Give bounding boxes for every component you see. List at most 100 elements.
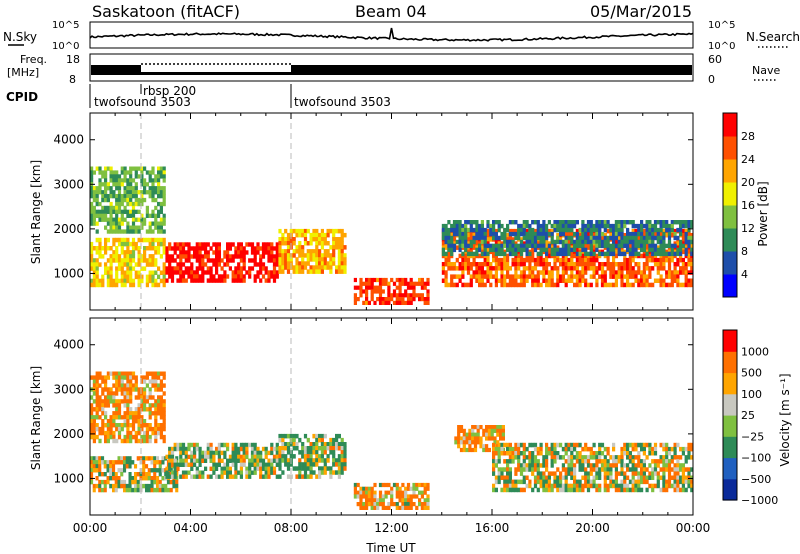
heatmap-cell xyxy=(101,375,105,380)
heatmap-cell xyxy=(667,459,672,464)
heatmap-cell xyxy=(151,178,155,183)
heatmap-cell xyxy=(157,282,161,288)
heatmap-cell xyxy=(482,432,486,437)
heatmap-cell xyxy=(120,170,124,175)
heatmap-cell xyxy=(581,243,585,249)
heatmap-cell xyxy=(367,494,371,499)
heatmap-cell xyxy=(687,475,691,480)
cpid-label: CPID xyxy=(6,90,38,104)
heatmap-cell xyxy=(201,262,205,267)
heatmap-cell xyxy=(420,281,424,286)
heatmap-cell xyxy=(315,245,319,250)
heatmap-cell xyxy=(92,423,96,428)
heatmap-cell xyxy=(506,247,510,253)
heatmap-cell xyxy=(292,454,296,459)
heatmap-cell xyxy=(162,434,166,440)
heatmap-cell xyxy=(634,270,638,275)
heatmap-cell xyxy=(531,442,535,448)
heatmap-cell xyxy=(142,483,146,489)
heatmap-cell xyxy=(237,274,241,279)
heatmap-cell xyxy=(637,270,641,275)
heatmap-cell xyxy=(631,446,635,452)
heatmap-cell xyxy=(609,223,613,229)
heatmap-cell xyxy=(98,246,102,251)
y-tick-label: 4000 xyxy=(53,133,84,147)
heatmap-cell xyxy=(384,494,388,499)
heatmap-cell xyxy=(564,483,568,489)
heatmap-cell xyxy=(323,466,327,471)
heatmap-cell xyxy=(292,433,296,439)
heatmap-cell xyxy=(573,262,577,267)
heatmap-cell xyxy=(181,246,186,251)
heatmap-cell xyxy=(573,463,577,468)
heatmap-cell xyxy=(486,257,490,263)
heatmap-cell xyxy=(126,190,130,195)
heatmap-cell xyxy=(120,229,124,234)
heatmap-cell xyxy=(676,278,680,283)
heatmap-cell xyxy=(679,257,683,263)
heatmap-cell xyxy=(335,237,339,242)
heatmap-cell xyxy=(159,383,163,388)
heatmap-cell xyxy=(231,274,235,279)
heatmap-cell xyxy=(670,220,674,225)
heatmap-cell xyxy=(289,228,293,234)
heatmap-cell xyxy=(420,502,424,507)
heatmap-cell xyxy=(492,455,496,460)
heatmap-cell xyxy=(365,502,369,507)
heatmap-cell xyxy=(533,257,538,263)
heatmap-cell xyxy=(559,483,563,489)
heatmap-cell xyxy=(556,278,560,283)
heatmap-cell xyxy=(117,178,122,183)
heatmap-cell xyxy=(634,487,638,493)
heatmap-cell xyxy=(162,278,166,284)
heatmap-cell xyxy=(340,232,344,238)
heatmap-cell xyxy=(320,466,324,471)
power-y-label: Slant Range [km] xyxy=(29,160,43,264)
heatmap-cell xyxy=(547,249,551,255)
heatmap-cell xyxy=(581,475,585,480)
heatmap-cell xyxy=(536,475,540,480)
heatmap-cell xyxy=(278,462,282,467)
heatmap-cell xyxy=(312,458,316,463)
heatmap-cell xyxy=(676,241,680,246)
heatmap-cell xyxy=(486,251,490,257)
heatmap-cell xyxy=(592,227,596,233)
heatmap-cell xyxy=(592,451,596,456)
heatmap-cell xyxy=(626,266,630,271)
heatmap-cell xyxy=(332,462,336,467)
heatmap-cell xyxy=(140,174,144,179)
heatmap-cell xyxy=(508,251,512,257)
heatmap-cell xyxy=(561,475,565,480)
heatmap-cell xyxy=(575,451,579,456)
heatmap-cell xyxy=(586,459,591,464)
heatmap-cell xyxy=(359,281,363,286)
heatmap-cell xyxy=(564,471,568,476)
heatmap-cell xyxy=(253,458,257,463)
heatmap-cell xyxy=(190,270,194,275)
heatmap-cell xyxy=(95,476,99,481)
heatmap-cell xyxy=(559,471,563,476)
heatmap-cell xyxy=(531,274,535,279)
heatmap-cell xyxy=(483,231,487,237)
heatmap-cell xyxy=(248,266,252,271)
heatmap-cell xyxy=(157,186,161,191)
heatmap-cell xyxy=(667,231,672,237)
heatmap-cell xyxy=(684,228,688,234)
heatmap-cell xyxy=(267,278,271,283)
heatmap-cell xyxy=(418,277,422,283)
heatmap-cell xyxy=(326,241,330,246)
heatmap-cell xyxy=(645,487,649,493)
heatmap-cell xyxy=(278,245,282,250)
heatmap-cell xyxy=(503,479,507,485)
heatmap-cell xyxy=(662,262,666,267)
heatmap-cell xyxy=(98,464,102,469)
heatmap-cell xyxy=(128,479,132,485)
heatmap-cell xyxy=(401,490,405,495)
heatmap-cell xyxy=(220,466,224,471)
heatmap-cell xyxy=(301,454,305,459)
heatmap-cell xyxy=(681,237,685,242)
heatmap-cell xyxy=(320,437,324,443)
heatmap-cell xyxy=(98,178,102,183)
heatmap-cell xyxy=(157,375,161,380)
heatmap-cell xyxy=(340,450,344,455)
